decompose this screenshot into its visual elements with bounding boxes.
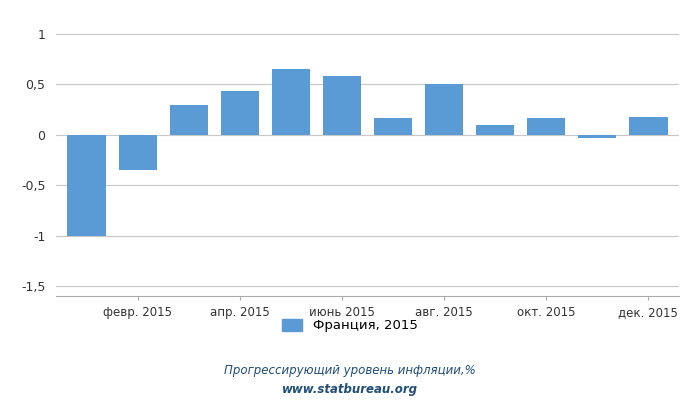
Bar <box>118 135 157 170</box>
Bar <box>476 125 514 135</box>
Text: Прогрессирующий уровень инфляции,%: Прогрессирующий уровень инфляции,% <box>224 364 476 377</box>
Legend: Франция, 2015: Франция, 2015 <box>277 314 423 338</box>
Bar <box>425 84 463 135</box>
Bar <box>67 135 106 236</box>
Bar <box>323 76 361 135</box>
Text: www.statbureau.org: www.statbureau.org <box>282 383 418 396</box>
Bar <box>272 69 310 135</box>
Bar <box>527 118 566 135</box>
Bar <box>374 118 412 135</box>
Bar <box>220 92 259 135</box>
Bar <box>629 117 668 135</box>
Bar <box>578 135 617 138</box>
Bar <box>169 104 208 135</box>
